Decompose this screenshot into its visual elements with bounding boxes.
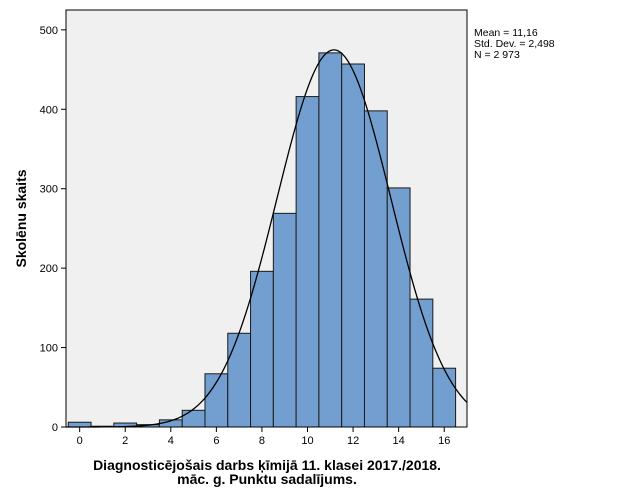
stats-n: N = 2 973 [474, 49, 520, 61]
x-tick-label: 2 [122, 435, 128, 447]
x-tick-label: 8 [259, 435, 265, 447]
histogram-bar [250, 270, 274, 428]
x-axis-title-line-1: Diagnosticējošais darbs ķīmijā 11. klase… [93, 457, 441, 473]
y-tick-label: 0 [52, 422, 58, 434]
y-tick-label: 100 [40, 343, 58, 355]
x-tick-label: 10 [301, 435, 313, 447]
y-axis-title: Skolēnu skaits [13, 169, 29, 267]
normal-curve [66, 49, 468, 428]
y-axis: 0 100 200 300 400 500 [40, 25, 66, 434]
histogram-bar [272, 212, 297, 428]
x-axis: 0 2 4 6 8 10 12 14 16 [77, 427, 450, 447]
histogram-bar [227, 332, 252, 428]
histogram-bar [363, 110, 388, 428]
x-tick-label: 4 [168, 435, 174, 447]
histogram-bar [318, 52, 343, 428]
bars-group [67, 52, 457, 428]
histogram-bar [432, 367, 457, 428]
x-tick-label: 0 [77, 435, 83, 447]
histogram-bar [295, 96, 320, 428]
stats-std-dev: Std. Dev. = 2,498 [474, 38, 555, 50]
x-tick-label: 14 [393, 435, 405, 447]
y-tick-label: 500 [40, 25, 58, 37]
histogram-bar [341, 63, 365, 428]
histogram-bar [386, 187, 411, 428]
y-tick-label: 200 [40, 263, 58, 275]
x-tick-label: 16 [438, 435, 450, 447]
plot-frame [65, 9, 468, 428]
x-tick-label: 12 [347, 435, 359, 447]
y-tick-label: 300 [40, 184, 58, 196]
x-axis-title-line-2: māc. g. Punktu sadalījums. [177, 471, 357, 487]
histogram-bar [409, 298, 434, 428]
histogram-bar [181, 409, 206, 428]
stats-mean: Mean = 11,16 [474, 27, 538, 39]
histogram-bar [67, 421, 92, 428]
x-tick-label: 6 [213, 435, 219, 447]
y-tick-label: 400 [40, 104, 58, 116]
